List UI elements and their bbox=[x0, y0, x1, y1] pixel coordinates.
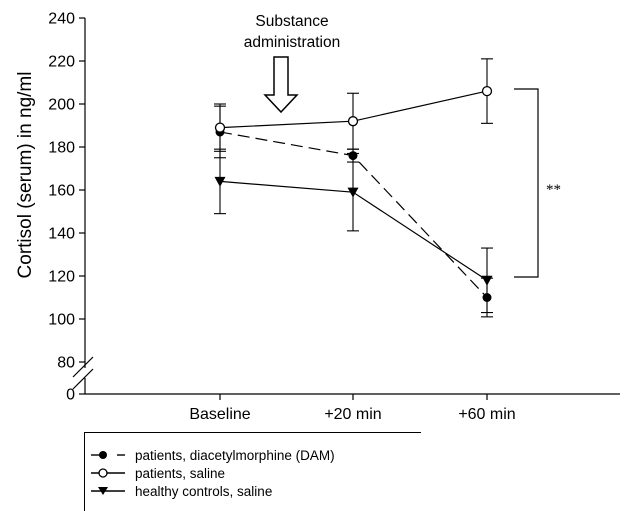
series-layer bbox=[214, 58, 493, 318]
x-axis-ticks: Baseline +20 min +60 min bbox=[189, 394, 516, 423]
legend-label-saline: patients, saline bbox=[135, 465, 226, 481]
y-tick-label: 80 bbox=[57, 355, 75, 372]
legend-item-dam: patients, diacetylmorphine (DAM) bbox=[91, 446, 335, 464]
arrow-label-line2: administration bbox=[244, 34, 341, 51]
axis-break-mark-2 bbox=[72, 368, 94, 390]
legend-label-controls: healthy controls, saline bbox=[135, 483, 273, 499]
data-point bbox=[214, 176, 226, 187]
x-tick-label: +60 min bbox=[458, 406, 515, 423]
legend-label-dam: patients, diacetylmorphine (DAM) bbox=[135, 447, 335, 463]
y-axis-title: Cortisol (serum) in ng/ml bbox=[15, 72, 36, 279]
data-point bbox=[347, 187, 359, 198]
arrow-label-line1: Substance bbox=[255, 13, 328, 30]
legend-item-saline: patients, saline bbox=[91, 464, 225, 482]
y-axis-ticks: 0 80 100 120 140 160 180 200 220 240 bbox=[48, 11, 85, 404]
axis-break-mark-1 bbox=[72, 356, 94, 378]
cortisol-chart: 0 80 100 120 140 160 180 200 220 240 Baseline +20 … bbox=[15, 11, 620, 423]
significance-marker: ** bbox=[546, 182, 561, 198]
y-tick-label: 240 bbox=[48, 11, 75, 28]
substance-arrow bbox=[263, 56, 299, 114]
x-tick-label: Baseline bbox=[189, 406, 250, 423]
legend-item-controls: healthy controls, saline bbox=[91, 482, 272, 500]
series-2 bbox=[214, 58, 493, 152]
series-3 bbox=[214, 148, 493, 314]
y-tick-label: 100 bbox=[48, 312, 75, 329]
y-tick-label: 120 bbox=[48, 269, 75, 286]
y-tick-label: 140 bbox=[48, 226, 75, 243]
data-point bbox=[481, 85, 493, 97]
legend-symbol-open-circle bbox=[91, 468, 125, 478]
data-point bbox=[481, 275, 493, 286]
y-tick-label: 160 bbox=[48, 183, 75, 200]
legend-symbol-filled-triangle bbox=[91, 487, 125, 495]
y-tick-label: 220 bbox=[48, 54, 75, 71]
significance-bracket bbox=[514, 88, 539, 278]
data-point bbox=[347, 116, 359, 127]
x-tick-label: +20 min bbox=[324, 406, 381, 423]
y-tick-label: 0 bbox=[66, 387, 75, 404]
legend-symbol-filled-circle-dashed bbox=[91, 451, 125, 459]
y-tick-label: 180 bbox=[48, 140, 75, 157]
legend: patients, diacetylmorphine (DAM) patient… bbox=[84, 432, 421, 511]
data-point bbox=[214, 122, 226, 133]
y-tick-label: 200 bbox=[48, 97, 75, 114]
